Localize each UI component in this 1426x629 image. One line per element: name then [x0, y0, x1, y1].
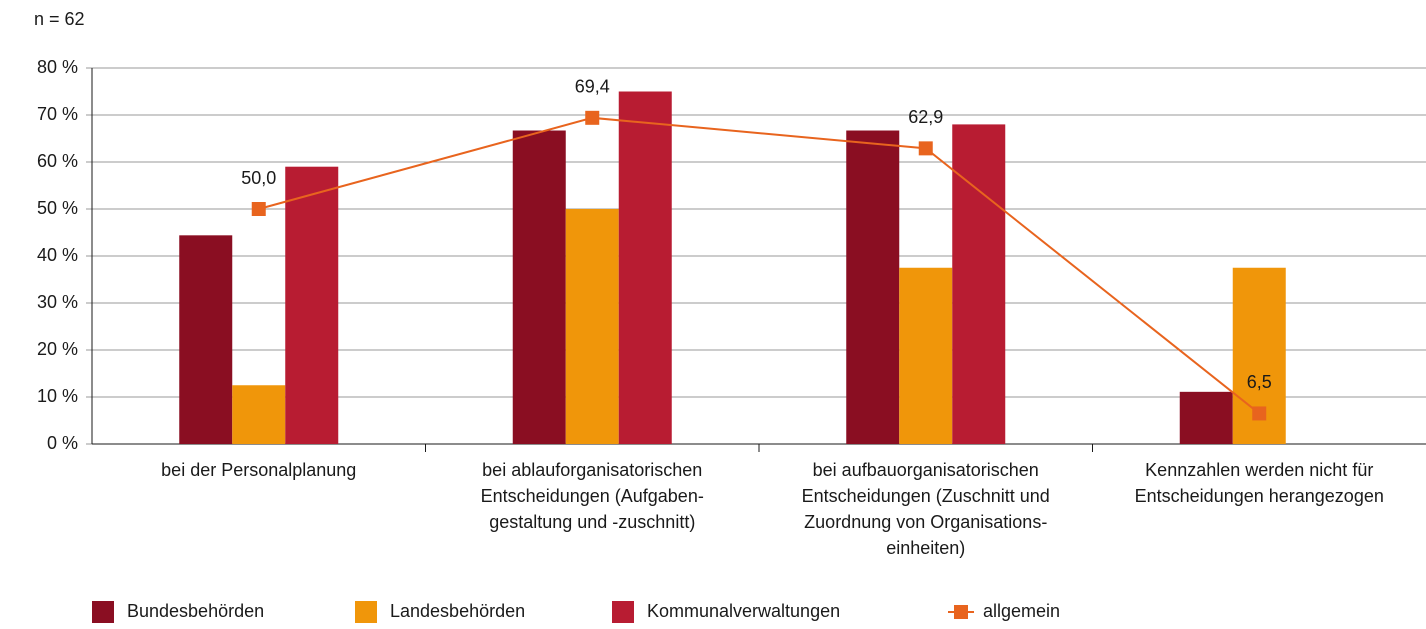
bar [1179, 391, 1233, 444]
bar [846, 130, 900, 444]
x-tick-label: bei aufbauorganisatorischen Entscheidunge… [802, 460, 1050, 558]
legend-marker [954, 605, 968, 619]
line-marker [918, 141, 933, 156]
bar [899, 267, 953, 444]
y-tick-label: 10 % [37, 386, 78, 406]
y-tick-label: 60 % [37, 151, 78, 171]
bar [512, 130, 566, 444]
y-tick-label: 80 % [37, 57, 78, 77]
bar [565, 209, 619, 444]
legend-swatch [612, 601, 634, 623]
legend-label: Bundesbehörden [127, 601, 264, 621]
data-label: 69,4 [575, 77, 610, 97]
y-tick-label: 40 % [37, 245, 78, 265]
bar [285, 166, 339, 444]
y-tick-label: 20 % [37, 339, 78, 359]
bar [232, 385, 286, 444]
x-tick-label: bei der Personalplanung [161, 460, 356, 480]
line-marker [251, 202, 266, 216]
legend-swatch [92, 601, 114, 623]
bar [618, 91, 672, 444]
y-tick-label: 50 % [37, 198, 78, 218]
y-tick-label: 0 % [47, 433, 78, 453]
legend-swatch [355, 601, 377, 623]
data-label: 62,9 [908, 107, 943, 127]
legend-label: allgemein [983, 601, 1060, 621]
line [258, 116, 1260, 415]
x-tick-label: Kennzahlen werden nicht für Entscheidunge… [1135, 460, 1384, 506]
y-tick-label: 70 % [37, 104, 78, 124]
legend-label: Landesbehörden [390, 601, 525, 621]
data-label: 6,5 [1247, 372, 1272, 392]
line-marker [1252, 406, 1267, 421]
bar [179, 235, 233, 444]
x-tick-label: bei ablauforganisatorischen Entscheidunge… [481, 460, 704, 532]
data-label: 50,0 [241, 168, 276, 188]
annotation: n = 62 [34, 9, 85, 29]
y-tick-label: 30 % [37, 292, 78, 312]
line-marker [585, 110, 600, 125]
bar [952, 124, 1006, 445]
legend-label: Kommunalverwaltungen [647, 601, 840, 621]
